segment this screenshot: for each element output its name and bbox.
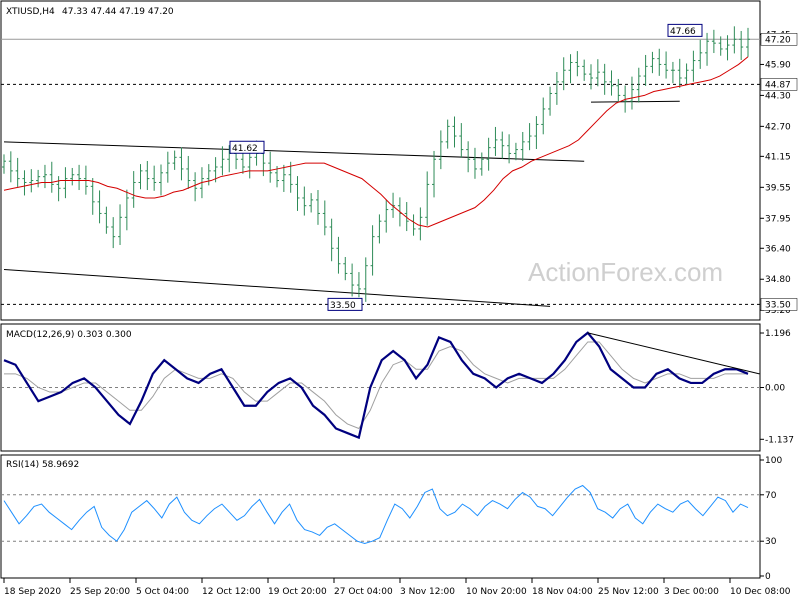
x-tick-label: 12 Oct 12:00 <box>202 587 261 597</box>
price-tick-label: 42.70 <box>765 122 791 132</box>
macd-tick-label: -1.137 <box>765 435 794 445</box>
x-tick-label: 19 Oct 20:00 <box>268 587 327 597</box>
x-tick-label: 27 Oct 04:00 <box>334 587 393 597</box>
x-tick-label: 25 Nov 12:00 <box>598 587 659 597</box>
price-annotation-label: 33.50 <box>330 301 356 311</box>
x-tick-label: 3 Dec 00:00 <box>664 587 719 597</box>
x-tick-label: 25 Sep 20:00 <box>70 587 130 597</box>
macd-line <box>3 331 749 440</box>
price-tick-label: 45.90 <box>765 60 791 70</box>
moving-average-line <box>3 56 749 228</box>
macd-signal-line <box>4 341 748 430</box>
level-tag: 44.87 <box>765 80 791 90</box>
price-tick-label: 44.30 <box>765 91 791 101</box>
x-tick-label: 10 Nov 20:00 <box>466 587 527 597</box>
price-annotation-label: 47.66 <box>670 27 696 37</box>
price-tick-label: 41.15 <box>765 152 791 162</box>
trendline <box>3 141 585 162</box>
price-tick-label: 36.40 <box>765 244 791 254</box>
price-annotation-label: 41.62 <box>232 144 258 154</box>
level-tag-box <box>760 78 798 91</box>
rsi-tick-label: 100 <box>765 456 782 466</box>
x-tick-label: 18 Nov 04:00 <box>532 587 593 597</box>
macd-trendline <box>587 332 760 375</box>
trendline <box>3 269 551 307</box>
chart-symbol: XTIUSD,H4 <box>6 7 55 17</box>
price-tick-label: 34.80 <box>765 275 791 285</box>
chart-ohlc: 47.33 47.44 47.19 47.20 <box>62 7 174 17</box>
current-price-tag: 47.20 <box>765 35 791 45</box>
price-annotation-box <box>667 23 703 37</box>
macd-tick-label: 1.196 <box>765 329 791 339</box>
price-tick-label: 37.95 <box>765 214 791 224</box>
x-tick-label: 5 Oct 04:00 <box>136 587 189 597</box>
price-tick-label: 33.20 <box>765 306 791 316</box>
axis-layer: 47.4545.9044.3042.7041.1539.5537.9536.40… <box>3 30 798 597</box>
x-tick-label: 10 Dec 08:00 <box>730 587 791 597</box>
macd-title: MACD(12,26,9) 0.303 0.300 <box>6 330 132 340</box>
price-tick-label: 39.55 <box>765 183 791 193</box>
macd-layer <box>1 331 760 440</box>
rsi-tick-label: 70 <box>765 491 777 501</box>
rsi-tick-label: 0 <box>765 572 771 582</box>
trendline <box>591 100 680 103</box>
rsi-line <box>3 484 749 545</box>
rsi-layer <box>1 484 760 545</box>
x-tick-label: 18 Sep 2020 <box>4 587 61 597</box>
rsi-title: RSI(14) 58.9692 <box>6 460 79 470</box>
price-layer: 47.66 41.62 33.50 <box>1 23 760 311</box>
watermark: ActionForex.com <box>528 257 723 287</box>
level-tag: 33.50 <box>765 300 791 310</box>
x-tick-label: 3 Nov 12:00 <box>400 587 455 597</box>
rsi-tick-label: 30 <box>765 537 777 547</box>
rsi-panel <box>0 454 761 579</box>
level-tag-box <box>760 298 798 311</box>
price-annotation-box <box>229 140 265 154</box>
price-annotation-box <box>327 297 363 311</box>
current-price-tag-box <box>760 33 798 46</box>
macd-tick-label: 0.00 <box>765 384 785 394</box>
price-panel <box>0 0 761 321</box>
